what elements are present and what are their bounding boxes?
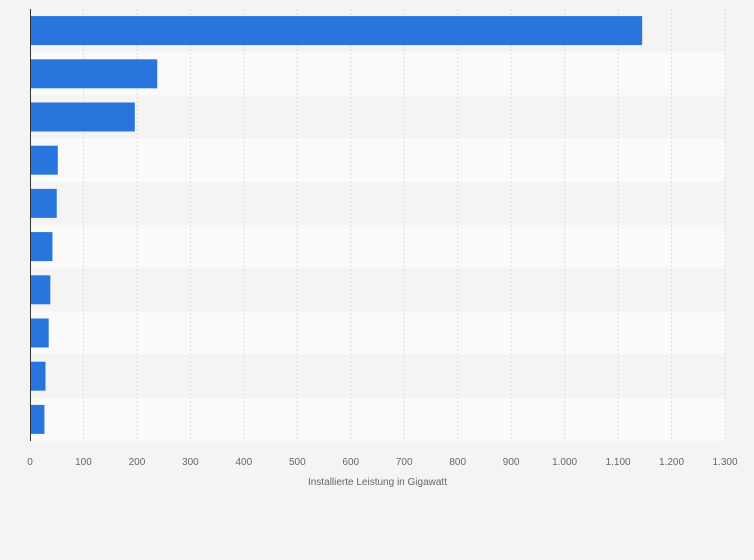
bar[interactable]: [30, 145, 58, 175]
x-tick-label: 700: [396, 457, 413, 468]
row-band: [30, 311, 725, 355]
row-band: [30, 354, 725, 398]
x-axis-title: Installierte Leistung in Gigawatt: [308, 477, 447, 488]
bar[interactable]: [30, 361, 46, 391]
row-band: [30, 181, 725, 225]
bars: [30, 16, 643, 434]
bar[interactable]: [30, 16, 643, 46]
x-tick-label: 1.100: [606, 457, 631, 468]
bar[interactable]: [30, 188, 57, 218]
row-bands: [30, 9, 725, 441]
bar[interactable]: [30, 318, 49, 348]
bar[interactable]: [30, 275, 51, 305]
bar[interactable]: [30, 404, 45, 434]
row-band: [30, 225, 725, 269]
bar[interactable]: [30, 59, 158, 89]
x-tick-label: 200: [129, 457, 146, 468]
x-tick-label: 900: [503, 457, 520, 468]
x-tick-label: 300: [182, 457, 199, 468]
row-band: [30, 268, 725, 312]
bar[interactable]: [30, 232, 53, 262]
x-tick-label: 1.300: [712, 457, 737, 468]
x-tick-label: 1.000: [552, 457, 577, 468]
row-band: [30, 397, 725, 441]
x-tick-labels: 0 100 200 300 400 500 600 700 800 900 1.000 1.100 1.…: [27, 457, 738, 468]
row-band: [30, 95, 725, 139]
x-tick-label: 0: [27, 457, 33, 468]
x-tick-label: 800: [449, 457, 466, 468]
row-band: [30, 138, 725, 182]
x-tick-label: 100: [75, 457, 92, 468]
x-tick-label: 1.200: [659, 457, 684, 468]
bar[interactable]: [30, 102, 135, 132]
x-tick-label: 400: [236, 457, 253, 468]
x-tick-label: 600: [342, 457, 359, 468]
x-tick-label: 500: [289, 457, 306, 468]
